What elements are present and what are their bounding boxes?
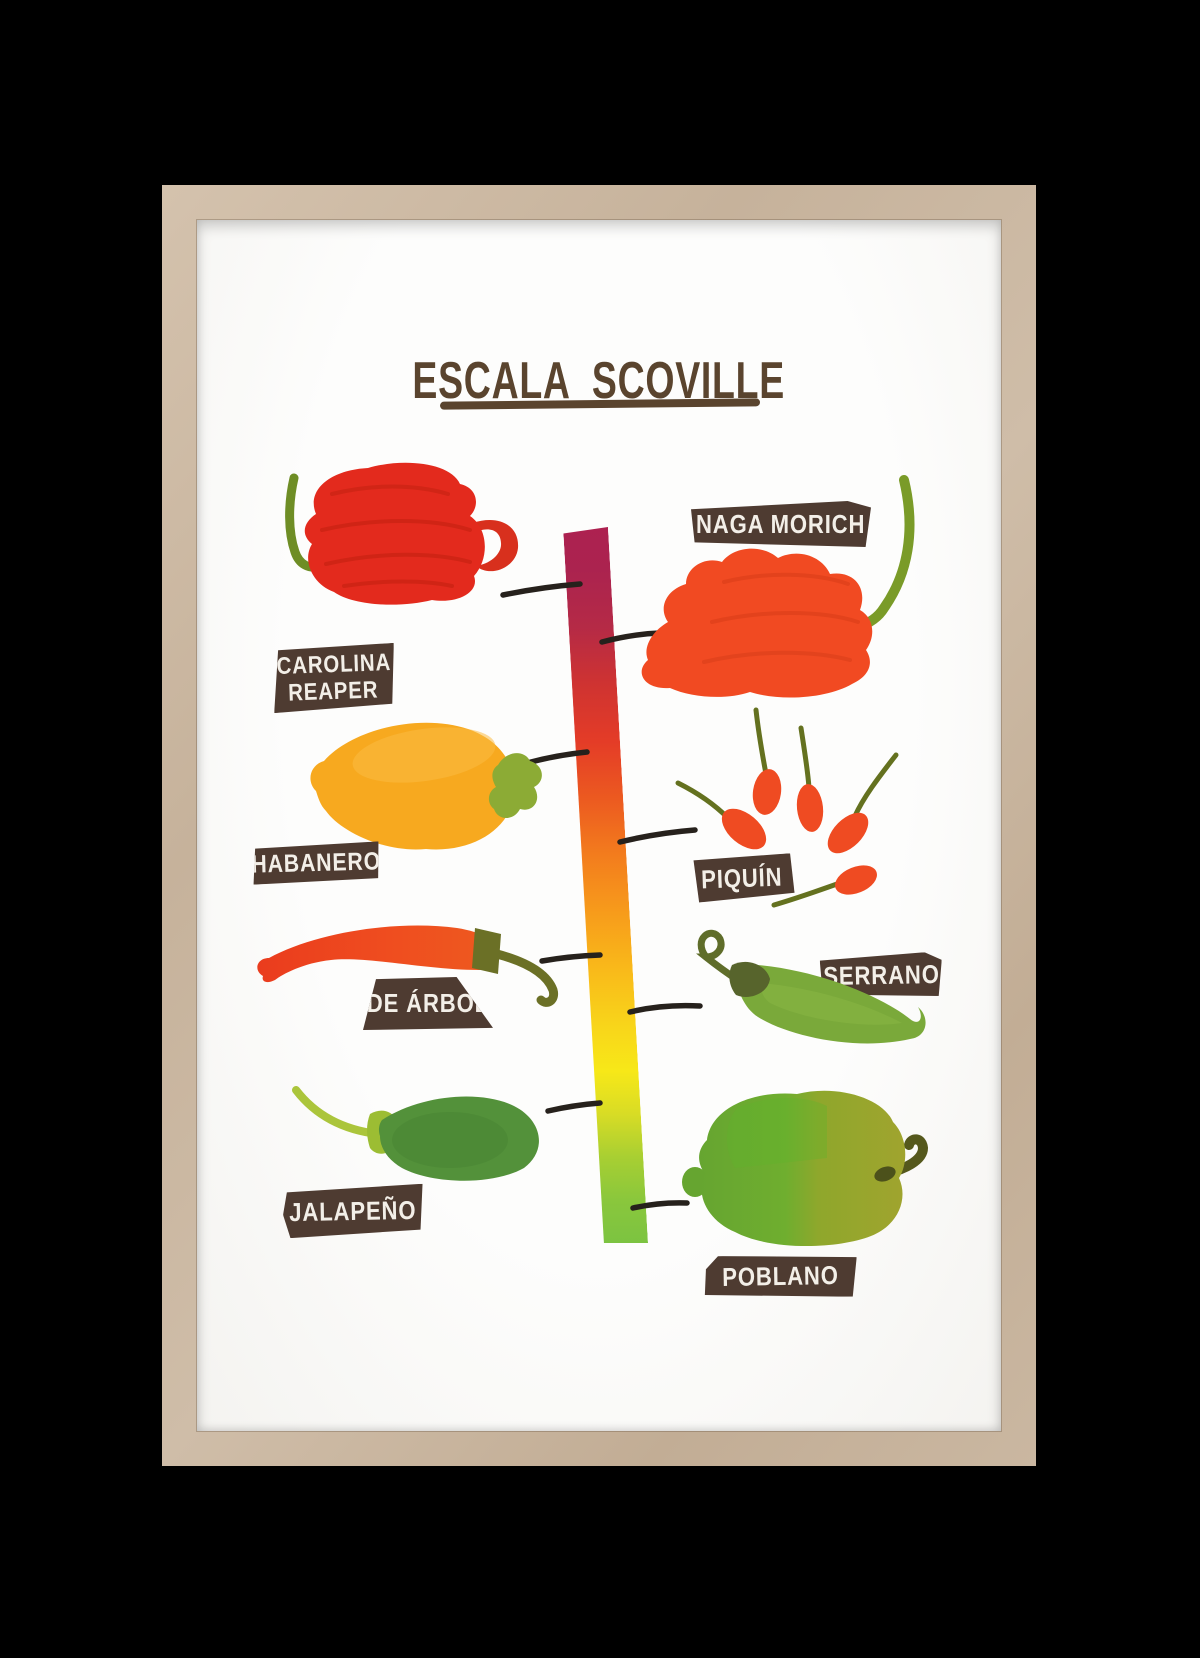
scale-tick bbox=[545, 1100, 603, 1114]
label-carolina-reaper: CAROLINA REAPER bbox=[272, 643, 396, 713]
label-habanero: HABANERO bbox=[252, 841, 379, 884]
label-naga-morich: NAGA MORICH bbox=[691, 501, 871, 547]
jalapeno-illustration bbox=[292, 1086, 539, 1181]
label-carolina-line1: CAROLINA bbox=[275, 649, 392, 680]
label-jalapeno: JALAPEÑO bbox=[283, 1184, 424, 1238]
picture-frame: ESCALA SCOVILLE bbox=[162, 185, 1036, 1466]
serrano-illustration bbox=[696, 929, 926, 1044]
de-arbol-illustration bbox=[257, 925, 559, 1007]
naga-morich-illustration bbox=[641, 475, 915, 698]
carolina-reaper-illustration bbox=[285, 462, 519, 605]
label-poblano: POBLANO bbox=[703, 1254, 858, 1300]
scoville-poster: ESCALA SCOVILLE bbox=[197, 220, 1001, 1431]
habanero-illustration bbox=[310, 722, 542, 850]
label-carolina-line2: REAPER bbox=[287, 676, 379, 707]
piquin-illustration bbox=[675, 707, 899, 908]
poblano-illustration bbox=[682, 1090, 929, 1247]
poster-title: ESCALA SCOVILLE bbox=[197, 355, 1001, 407]
